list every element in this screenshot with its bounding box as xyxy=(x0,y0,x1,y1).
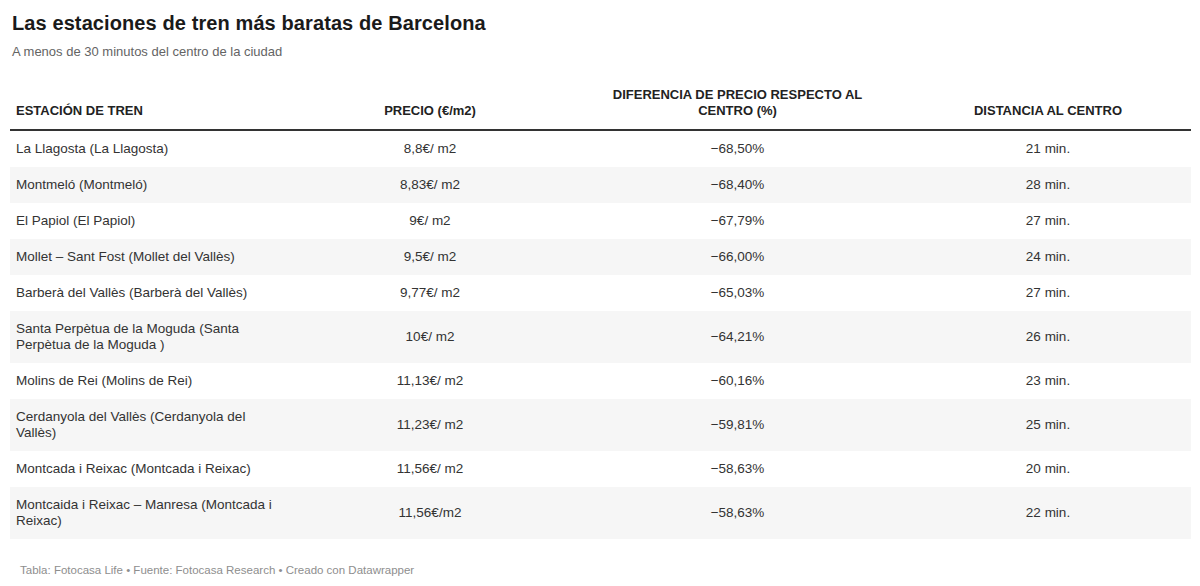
cell-station: Santa Perpètua de la Moguda (Santa Perpè… xyxy=(10,311,290,363)
cell-price: 11,13€/ m2 xyxy=(290,363,570,399)
cell-diff: −59,81% xyxy=(570,399,905,451)
cell-diff: −65,03% xyxy=(570,275,905,311)
column-header-price: PRECIO (€/m2) xyxy=(290,87,570,130)
table-row: Mollet – Sant Fost (Mollet del Vallès) 9… xyxy=(10,239,1191,275)
cell-price: 9,77€/ m2 xyxy=(290,275,570,311)
cell-diff: −68,40% xyxy=(570,167,905,203)
cell-distance: 20 min. xyxy=(905,451,1191,487)
cell-distance: 23 min. xyxy=(905,363,1191,399)
table-row: Molins de Rei (Molins de Rei) 11,13€/ m2… xyxy=(10,363,1191,399)
footer-datawrapper-link[interactable]: Datawrapper xyxy=(348,564,414,576)
cell-diff: −58,63% xyxy=(570,487,905,539)
attribution-footer: Tabla: Fotocasa Life • Fuente: Fotocasa … xyxy=(10,563,1191,577)
cell-price: 11,23€/ m2 xyxy=(290,399,570,451)
cell-price: 11,56€/m2 xyxy=(290,487,570,539)
table-row: Montcaida i Reixac – Manresa (Montcada i… xyxy=(10,487,1191,539)
cell-station: Molins de Rei (Molins de Rei) xyxy=(10,363,290,399)
table-row: Cerdanyola del Vallès (Cerdanyola del Va… xyxy=(10,399,1191,451)
cell-diff: −67,79% xyxy=(570,203,905,239)
cell-price: 9,5€/ m2 xyxy=(290,239,570,275)
cell-diff: −64,21% xyxy=(570,311,905,363)
cell-distance: 22 min. xyxy=(905,487,1191,539)
datawrapper-table-widget: Las estaciones de tren más baratas de Ba… xyxy=(0,0,1200,577)
table-row: Barberà del Vallès (Barberà del Vallès) … xyxy=(10,275,1191,311)
cell-price: 10€/ m2 xyxy=(290,311,570,363)
cell-station: Cerdanyola del Vallès (Cerdanyola del Va… xyxy=(10,399,290,451)
column-header-diff: DIFERENCIA DE PRECIO RESPECTO AL CENTRO … xyxy=(570,87,905,130)
cell-diff: −60,16% xyxy=(570,363,905,399)
cell-price: 9€/ m2 xyxy=(290,203,570,239)
table-row: El Papiol (El Papiol) 9€/ m2 −67,79% 27 … xyxy=(10,203,1191,239)
column-header-station: ESTACIÓN DE TREN xyxy=(10,87,290,130)
table-row: Montmeló (Montmeló) 8,83€/ m2 −68,40% 28… xyxy=(10,167,1191,203)
cell-distance: 27 min. xyxy=(905,275,1191,311)
page-title: Las estaciones de tren más baratas de Ba… xyxy=(12,12,1191,35)
footer-source-label: Fuente: xyxy=(133,564,175,576)
footer-source-link[interactable]: Fotocasa Research xyxy=(176,564,276,576)
footer-created-label: Creado con xyxy=(286,564,349,576)
chart-header: Las estaciones de tren más baratas de Ba… xyxy=(10,12,1191,60)
cell-distance: 27 min. xyxy=(905,203,1191,239)
cell-distance: 21 min. xyxy=(905,130,1191,167)
cell-station: La Llagosta (La Llagosta) xyxy=(10,130,290,167)
cell-station: Montmeló (Montmeló) xyxy=(10,167,290,203)
footer-separator: • xyxy=(275,564,285,576)
footer-table-link[interactable]: Fotocasa Life xyxy=(54,564,123,576)
footer-table-label: Tabla: xyxy=(20,564,54,576)
cell-station: El Papiol (El Papiol) xyxy=(10,203,290,239)
column-header-distance: DISTANCIA AL CENTRO xyxy=(905,87,1191,130)
table-row: Santa Perpètua de la Moguda (Santa Perpè… xyxy=(10,311,1191,363)
footer-separator: • xyxy=(123,564,133,576)
page-subtitle: A menos de 30 minutos del centro de la c… xyxy=(12,44,1191,60)
cell-diff: −58,63% xyxy=(570,451,905,487)
cell-price: 8,8€/ m2 xyxy=(290,130,570,167)
table-row: La Llagosta (La Llagosta) 8,8€/ m2 −68,5… xyxy=(10,130,1191,167)
cell-station: Montcaida i Reixac – Manresa (Montcada i… xyxy=(10,487,290,539)
cell-station: Montcada i Reixac (Montcada i Reixac) xyxy=(10,451,290,487)
cell-price: 8,83€/ m2 xyxy=(290,167,570,203)
cell-distance: 25 min. xyxy=(905,399,1191,451)
cell-price: 11,56€/ m2 xyxy=(290,451,570,487)
cell-diff: −66,00% xyxy=(570,239,905,275)
cell-distance: 28 min. xyxy=(905,167,1191,203)
cell-distance: 24 min. xyxy=(905,239,1191,275)
stations-table: ESTACIÓN DE TREN PRECIO (€/m2) DIFERENCI… xyxy=(10,87,1191,539)
cell-station: Mollet – Sant Fost (Mollet del Vallès) xyxy=(10,239,290,275)
cell-diff: −68,50% xyxy=(570,130,905,167)
cell-distance: 26 min. xyxy=(905,311,1191,363)
table-row: Montcada i Reixac (Montcada i Reixac) 11… xyxy=(10,451,1191,487)
cell-station: Barberà del Vallès (Barberà del Vallès) xyxy=(10,275,290,311)
table-header-row: ESTACIÓN DE TREN PRECIO (€/m2) DIFERENCI… xyxy=(10,87,1191,130)
